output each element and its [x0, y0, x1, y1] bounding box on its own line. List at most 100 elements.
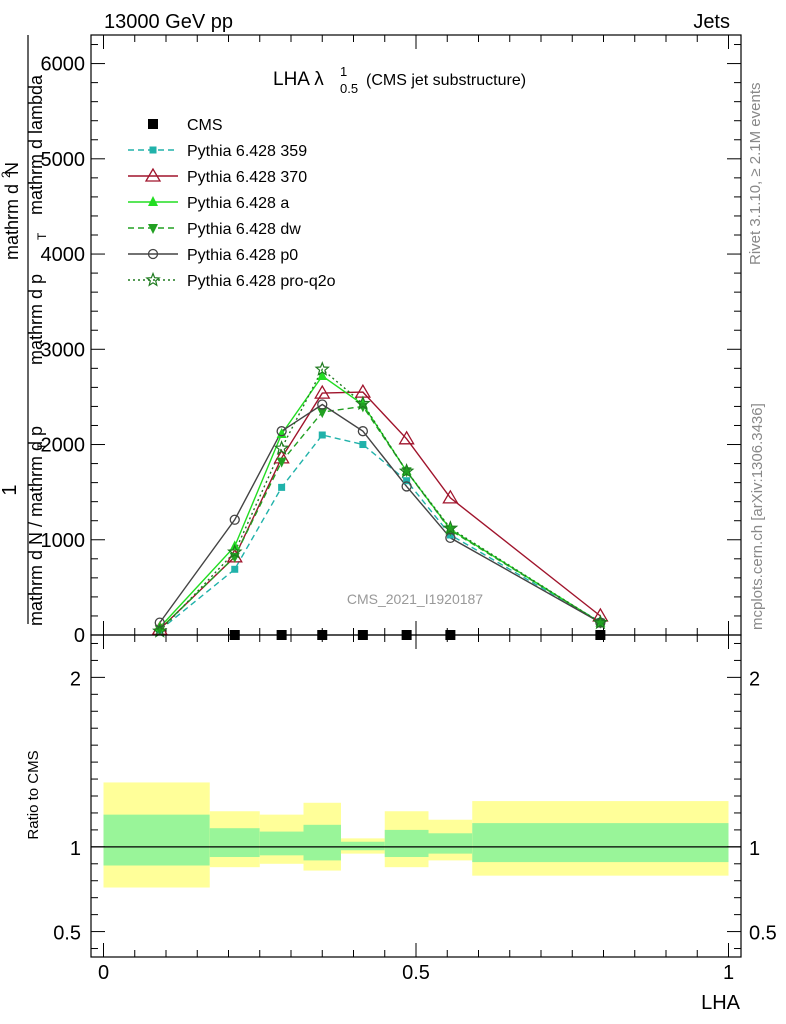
data-point-pythia-6-428-359 — [231, 565, 239, 573]
legend-marker — [144, 167, 162, 182]
legend-entry-pythia-6-428-p0: Pythia 6.428 p0 — [128, 247, 298, 264]
legend-entry-pythia-6-428-359: Pythia 6.428 359 — [128, 143, 307, 160]
data-point-pythia-6-428-dw — [595, 618, 606, 629]
y-tick-label: 2000 — [41, 435, 86, 457]
legend-label: Pythia 6.428 dw — [187, 221, 301, 238]
title-subscript: 0.5 — [340, 81, 358, 96]
y-tick-label: 3000 — [41, 339, 86, 361]
series-line-pythia-6-428-pro-q2o — [159, 368, 601, 632]
energy-label: 13000 GeV pp — [104, 11, 233, 33]
data-point-pythia-6-428-p0 — [401, 481, 412, 492]
data-point-pythia-6-428-359 — [359, 441, 367, 449]
data-point-pythia-6-428-pro-q2o — [398, 463, 415, 478]
title-superscript: 1 — [340, 64, 347, 79]
ylabel-dpt-sub: T — [35, 232, 49, 240]
x-tick-label: 0.5 — [402, 962, 430, 984]
legend-marker — [148, 119, 158, 129]
series-markers — [151, 361, 609, 640]
data-point-pythia-6-428-pro-q2o — [152, 623, 168, 638]
title-main: LHA λ — [273, 69, 324, 90]
y-tick-label: 0 — [74, 625, 85, 647]
ratio-band-inner — [428, 833, 473, 854]
data-point-pythia-6-428-a — [317, 369, 328, 380]
ratio-band-inner — [259, 831, 304, 856]
data-point-pythia-6-428-359 — [278, 483, 286, 491]
ratio-band-inner — [103, 814, 210, 866]
legend-entry-pythia-6-428-pro-q2o: Pythia 6.428 pro-q2o — [128, 271, 336, 290]
legend-label: CMS — [187, 117, 223, 134]
legend: CMS Pythia 6.428 359 Pythia 6.428 370 Pythi… — [128, 117, 336, 290]
ratio-band-inner — [303, 824, 341, 861]
legend-entry-pythia-6-428-370: Pythia 6.428 370 — [128, 167, 307, 186]
data-point-pythia-6-428-dw — [401, 467, 412, 478]
legend-marker — [148, 196, 158, 206]
legend-label: Pythia 6.428 p0 — [187, 247, 298, 264]
rivet-label: Rivet 3.1.10, ≥ 2.1M events — [747, 83, 764, 266]
legend-label: Pythia 6.428 359 — [187, 143, 307, 160]
y-tick-label: 1000 — [41, 530, 86, 552]
data-point-pythia-6-428-dw — [154, 625, 165, 636]
data-point-pythia-6-428-p0 — [317, 399, 328, 410]
ratio-y-tick-label-right: 1 — [749, 838, 760, 860]
ylabel-dndpt: mathrm d N / mathrm d p — [26, 426, 46, 626]
ratio-band-inner — [341, 841, 385, 851]
data-point-pythia-6-428-370 — [442, 489, 459, 504]
data-point-pythia-6-428-p0 — [445, 532, 456, 544]
legend-label: Pythia 6.428 370 — [187, 169, 307, 186]
y-tick-label: 6000 — [41, 54, 86, 76]
main-panel: 0 1000 2000 3000 4000 5000 6000 LHA λ 1 0.5 (C… — [0, 34, 742, 647]
series-line-pythia-6-428-p0 — [159, 403, 601, 624]
data-point-pythia-6-428-370 — [398, 430, 415, 445]
data-point-pythia-6-428-pro-q2o — [592, 614, 609, 630]
legend-marker — [147, 248, 159, 260]
ylabel-d2: mathrm d — [2, 184, 22, 260]
legend-marker — [149, 146, 157, 154]
y-tick-label: 5000 — [41, 149, 86, 171]
data-point-pythia-6-428-pro-q2o — [355, 395, 371, 411]
legend-entry-pythia-6-428-dw: Pythia 6.428 dw — [128, 221, 301, 238]
data-point-pythia-6-428-p0 — [276, 426, 287, 437]
data-point-pythia-6-428-370 — [314, 384, 331, 399]
ratio-x-ticks: 0 0.5 1 — [98, 635, 734, 984]
ratio-y-tick-label: 0.5 — [53, 923, 81, 945]
data-point-pythia-6-428-370 — [354, 383, 372, 398]
ratio-y-tick-label: 2 — [70, 668, 81, 690]
main-y-ticks: 0 1000 2000 3000 4000 5000 6000 — [41, 44, 741, 647]
mcplots-label: mcplots.cern.ch [arXiv:1306.3436] — [749, 403, 766, 630]
series-line-pythia-6-428-dw — [159, 405, 601, 630]
data-point-pythia-6-428-p0 — [357, 426, 369, 437]
main-y-axis-label: 1 mathrm d N / mathrm d p T mathrm d 2 N… — [0, 35, 49, 626]
legend-label: Pythia 6.428 a — [187, 195, 289, 212]
data-point-pythia-6-428-pro-q2o — [273, 440, 290, 455]
ratio-band-inner — [384, 829, 429, 858]
ylabel-d2-sup: 2 — [0, 171, 13, 178]
analysis-watermark: CMS_2021_I1920187 — [347, 591, 483, 607]
data-point-pythia-6-428-p0 — [154, 617, 165, 628]
series-line-pythia-6-428-a — [159, 375, 601, 628]
legend-label: Pythia 6.428 pro-q2o — [187, 273, 336, 290]
x-tick-label: 1 — [723, 962, 734, 984]
ratio-band-inner — [209, 828, 260, 858]
ratio-y-ticks: 0.5 0.5 1 1 2 2 — [53, 642, 777, 950]
data-point-pythia-6-428-dw — [229, 552, 240, 563]
process-label: Jets — [693, 11, 730, 33]
ylabel-n: N — [2, 162, 22, 175]
data-point-pythia-6-428-359 — [403, 477, 411, 485]
chart-title: LHA λ — [273, 69, 324, 90]
y-tick-label: 4000 — [41, 244, 86, 266]
ylabel-dndpt-sub: T — [35, 442, 49, 450]
data-point-pythia-6-428-pro-q2o — [227, 543, 243, 559]
ratio-y-tick-label-right: 2 — [749, 668, 760, 690]
data-point-pythia-6-428-dw — [276, 457, 287, 468]
legend-marker — [148, 224, 158, 234]
data-point-pythia-6-428-pro-q2o — [314, 361, 330, 376]
ratio-y-label: Ratio to CMS — [25, 750, 42, 839]
legend-entry-cms: CMS — [148, 117, 223, 134]
ylabel-dpt: mathrm d p — [26, 274, 46, 365]
ratio-bands — [103, 782, 729, 888]
legend-entry-pythia-6-428-a: Pythia 6.428 a — [128, 195, 289, 212]
ylabel-one: 1 — [0, 484, 21, 495]
ratio-y-tick-label: 1 — [70, 838, 81, 860]
data-point-pythia-6-428-pro-q2o — [442, 520, 459, 535]
